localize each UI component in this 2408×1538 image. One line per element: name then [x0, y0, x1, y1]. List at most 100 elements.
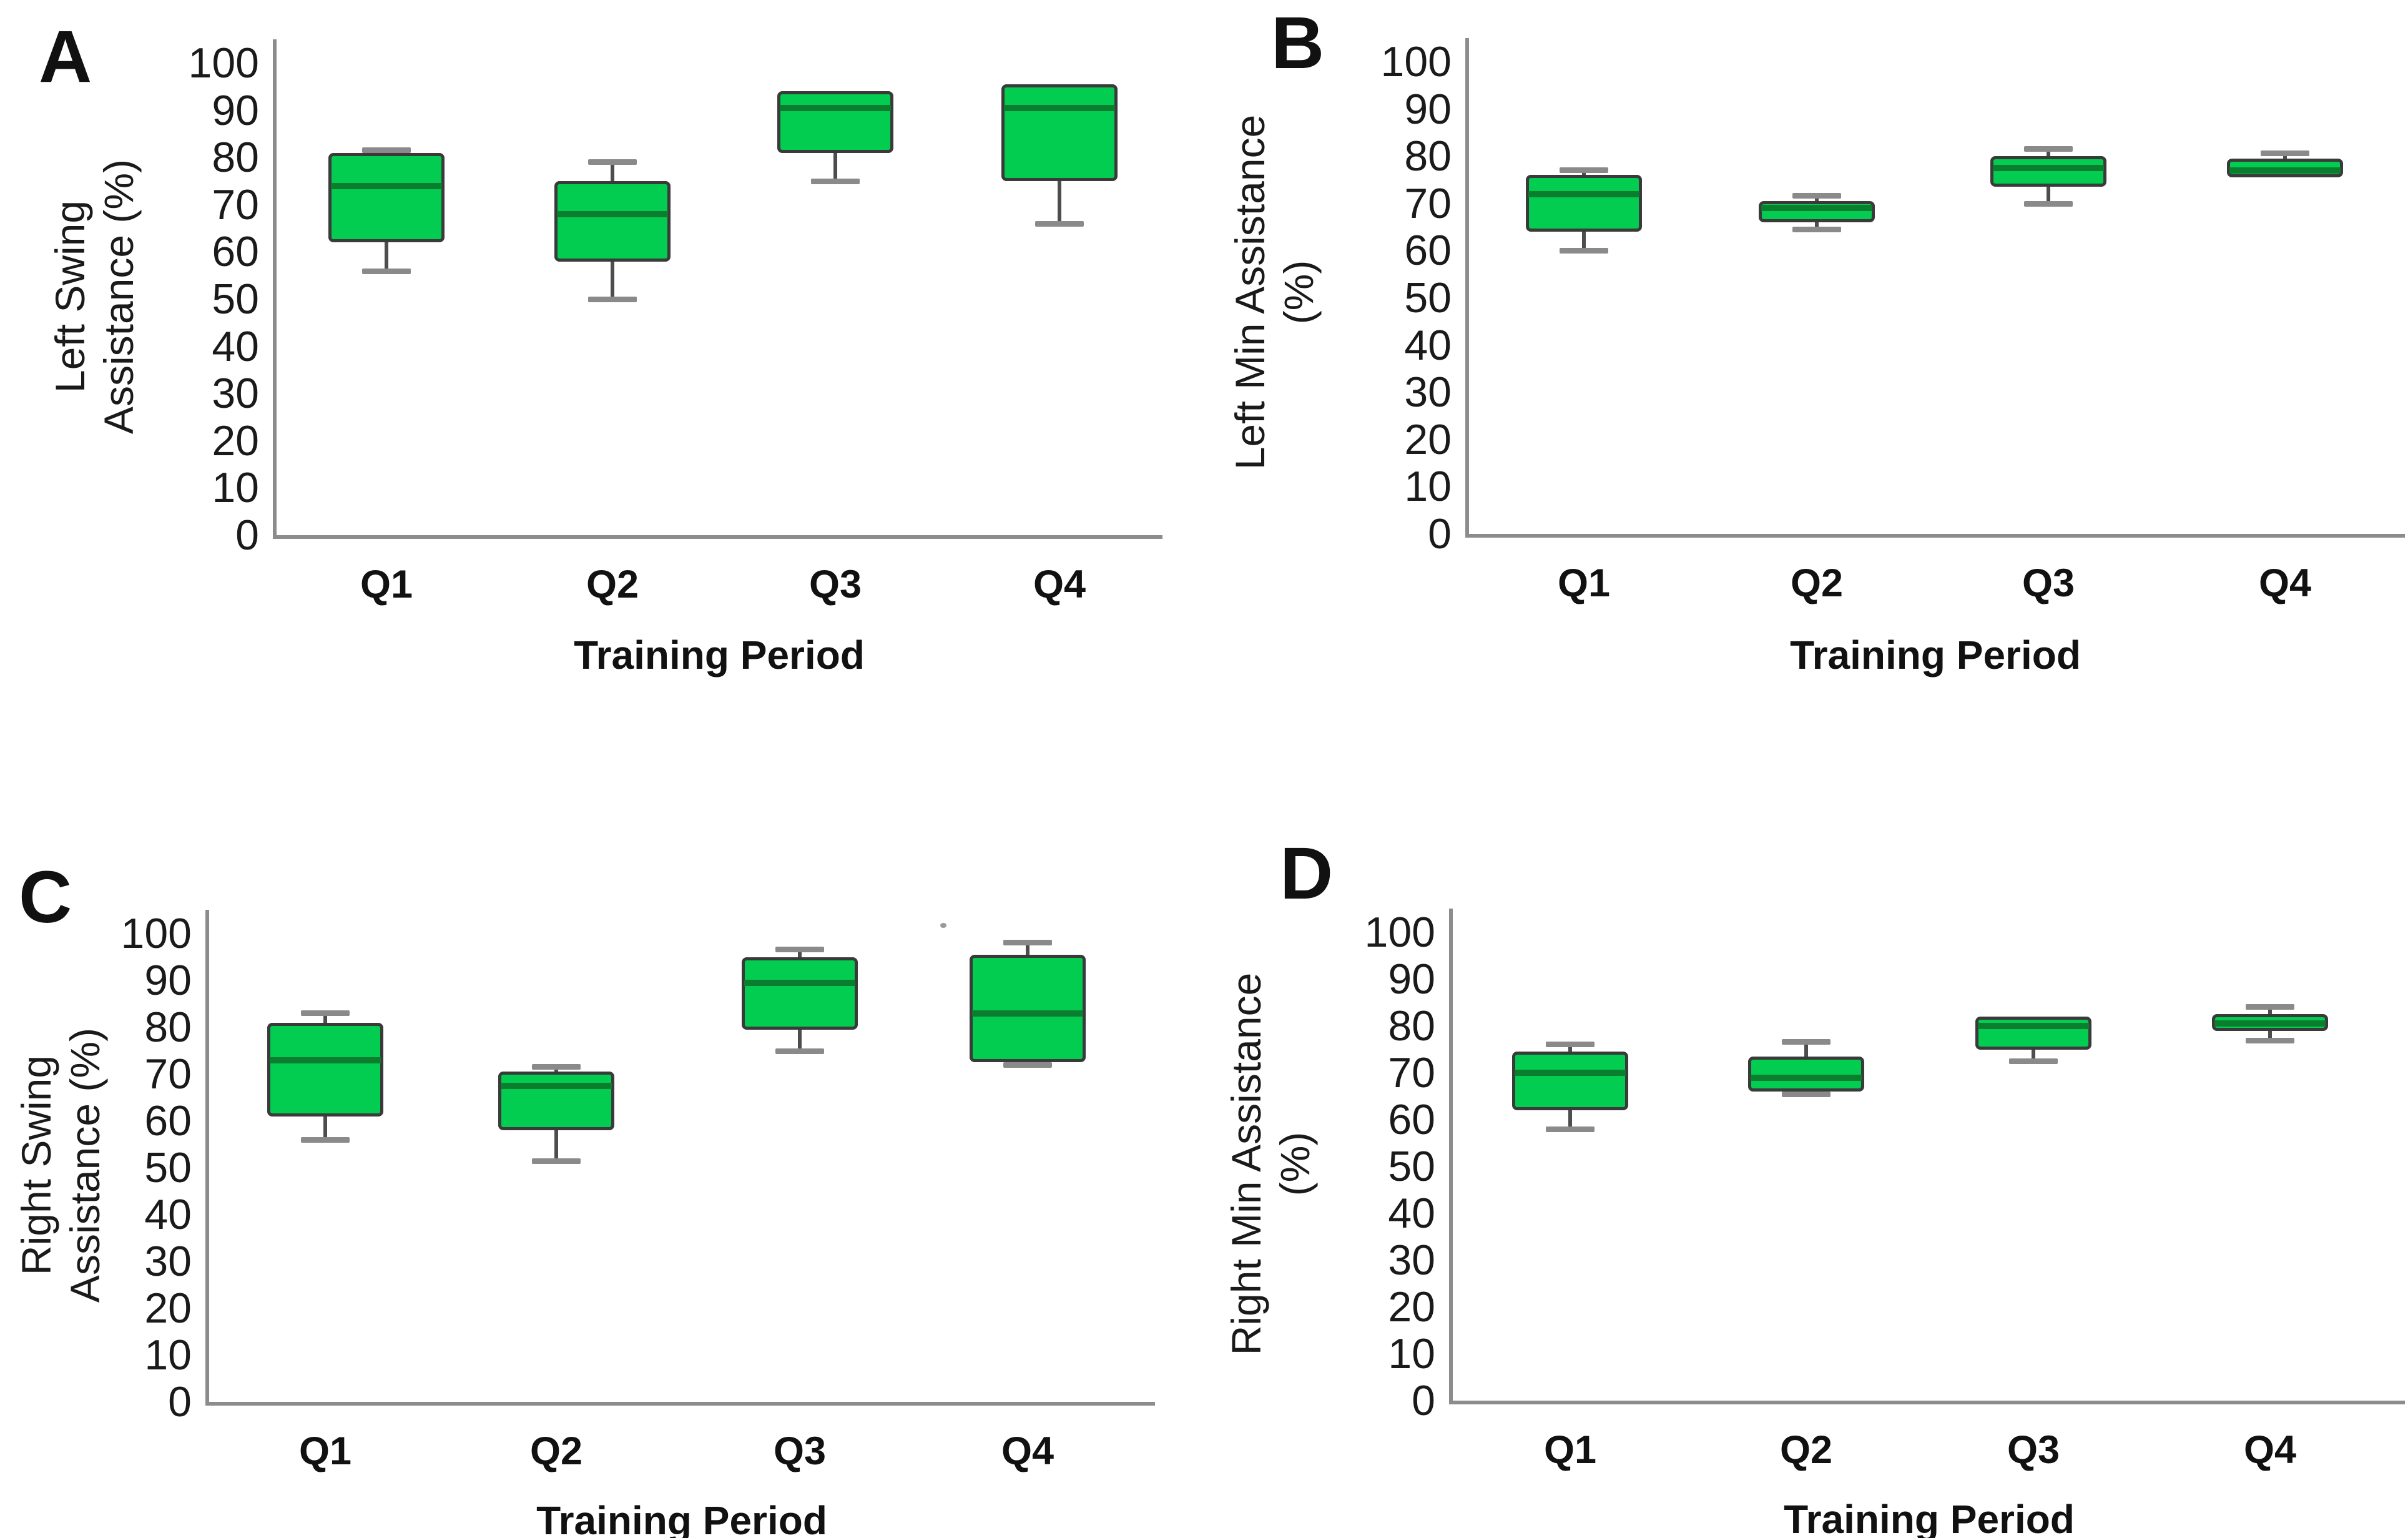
y-tick-label-b-90: 90 — [1404, 85, 1452, 133]
lower-whisker-cap-c-q3 — [775, 1048, 824, 1054]
upper-whisker-cap-b-q1 — [1560, 167, 1608, 173]
lower-whisker-stem-c-q3 — [798, 1029, 802, 1051]
lower-whisker-stem-d-q3 — [2032, 1049, 2035, 1062]
upper-whisker-stem-a-q2 — [611, 162, 614, 181]
x-tick-label-a-q1: Q1 — [360, 563, 413, 606]
y-tick-label-c-80: 80 — [144, 1003, 192, 1051]
upper-whisker-stem-c-q3 — [798, 950, 802, 957]
median-line-a-q2 — [557, 210, 668, 217]
lower-whisker-cap-d-q3 — [2009, 1058, 2058, 1065]
panel-letter-d: D — [1280, 832, 1334, 915]
lower-whisker-cap-c-q4 — [1003, 1062, 1052, 1068]
median-line-a-q3 — [780, 104, 891, 111]
y-tick-label-a-80: 80 — [212, 134, 259, 182]
y-tick-label-c-10: 10 — [144, 1331, 192, 1379]
y-tick-label-c-70: 70 — [144, 1050, 192, 1098]
y-tick-label-b-10: 10 — [1404, 463, 1452, 511]
lower-whisker-stem-b-q2 — [1815, 222, 1819, 230]
y-tick-label-d-40: 40 — [1388, 1190, 1435, 1237]
upper-whisker-stem-c-q1 — [323, 1013, 327, 1023]
upper-whisker-cap-c-q3 — [775, 947, 824, 953]
upper-whisker-cap-b-q3 — [2024, 145, 2073, 152]
box-b-q2 — [1759, 201, 1875, 223]
y-tick-label-c-20: 20 — [144, 1284, 192, 1332]
box-c-q1 — [267, 1022, 383, 1117]
upper-whisker-stem-d-q2 — [1804, 1042, 1808, 1057]
box-c-q2 — [498, 1072, 614, 1130]
panel-letter-a: A — [39, 16, 92, 98]
upper-whisker-cap-d-q4 — [2246, 1004, 2294, 1010]
lower-whisker-cap-b-q2 — [1792, 227, 1841, 233]
y-tick-label-a-90: 90 — [212, 86, 259, 134]
upper-whisker-cap-c-q1 — [301, 1010, 350, 1016]
y-tick-label-b-50: 50 — [1404, 274, 1452, 322]
median-line-b-q2 — [1761, 205, 1872, 212]
panel-letter-b: B — [1271, 2, 1325, 84]
lower-whisker-cap-d-q1 — [1546, 1126, 1595, 1132]
upper-whisker-stem-c-q4 — [1026, 943, 1030, 955]
x-tick-label-a-q4: Q4 — [1033, 563, 1086, 606]
lower-whisker-stem-c-q1 — [323, 1116, 327, 1140]
upper-whisker-cap-a-q2 — [588, 159, 637, 165]
y-axis-title-d-line1: Right Min Assistance — [1223, 972, 1270, 1356]
y-tick-label-c-0: 0 — [168, 1378, 192, 1426]
x-tick-label-c-q1: Q1 — [298, 1429, 352, 1473]
y-tick-label-a-10: 10 — [212, 464, 259, 512]
median-line-d-q1 — [1515, 1070, 1626, 1076]
x-tick-label-b-q3: Q3 — [2022, 561, 2075, 605]
y-tick-label-a-60: 60 — [212, 228, 259, 276]
x-axis-title-a: Training Period — [574, 633, 865, 678]
x-axis-line-a — [273, 535, 1162, 539]
lower-whisker-cap-c-q2 — [532, 1158, 581, 1164]
y-tick-label-a-40: 40 — [212, 322, 259, 370]
lower-whisker-cap-b-q1 — [1560, 248, 1608, 254]
y-tick-label-a-100: 100 — [188, 39, 259, 87]
upper-whisker-cap-b-q4 — [2261, 150, 2309, 157]
y-tick-label-c-100: 100 — [120, 910, 192, 957]
y-tick-label-d-90: 90 — [1388, 955, 1435, 1003]
x-tick-label-b-q1: Q1 — [1557, 561, 1611, 605]
y-tick-label-d-30: 30 — [1388, 1236, 1435, 1284]
y-tick-label-b-30: 30 — [1404, 368, 1452, 417]
box-b-q3 — [1990, 156, 2106, 187]
box-a-q3 — [777, 91, 893, 153]
upper-whisker-cap-c-q4 — [1003, 940, 1052, 945]
box-c-q3 — [742, 957, 858, 1030]
x-tick-label-c-q4: Q4 — [1001, 1429, 1054, 1473]
box-d-q2 — [1748, 1056, 1864, 1092]
box-a-q2 — [554, 181, 671, 262]
lower-whisker-cap-c-q1 — [301, 1137, 350, 1143]
median-line-c-q3 — [744, 979, 855, 986]
lower-whisker-stem-a-q1 — [385, 242, 388, 271]
upper-whisker-cap-b-q2 — [1792, 193, 1841, 199]
box-a-q4 — [1001, 84, 1118, 181]
box-d-q1 — [1512, 1052, 1628, 1110]
lower-whisker-cap-a-q3 — [811, 179, 860, 184]
upper-whisker-cap-a-q1 — [362, 147, 411, 153]
lower-whisker-cap-a-q1 — [362, 268, 411, 274]
y-tick-label-b-60: 60 — [1404, 227, 1452, 275]
x-tick-label-d-q1: Q1 — [1543, 1428, 1597, 1472]
y-tick-label-d-50: 50 — [1388, 1143, 1435, 1190]
y-tick-label-b-100: 100 — [1380, 38, 1452, 86]
median-line-d-q4 — [2214, 1020, 2326, 1027]
y-axis-title-a-line1: Left Swing — [47, 200, 94, 393]
x-axis-title-c: Training Period — [536, 1498, 827, 1538]
x-tick-label-b-q4: Q4 — [2258, 561, 2312, 605]
box-c-q4 — [970, 954, 1086, 1063]
x-tick-label-a-q2: Q2 — [586, 563, 639, 606]
y-tick-label-d-70: 70 — [1388, 1049, 1435, 1097]
median-line-c-q4 — [972, 1010, 1083, 1017]
lower-whisker-stem-a-q4 — [1058, 181, 1061, 224]
y-axis-line-d — [1449, 909, 1453, 1404]
lower-whisker-cap-a-q4 — [1035, 221, 1084, 227]
y-tick-label-c-40: 40 — [144, 1191, 192, 1238]
upper-whisker-stem-d-q4 — [2268, 1007, 2272, 1015]
x-axis-title-d: Training Period — [1784, 1497, 2075, 1538]
lower-whisker-stem-c-q2 — [554, 1130, 558, 1161]
lower-whisker-stem-a-q3 — [833, 152, 837, 181]
lower-whisker-cap-d-q4 — [2246, 1037, 2294, 1043]
x-axis-title-b: Training Period — [1790, 633, 2081, 678]
lower-whisker-stem-a-q2 — [611, 261, 614, 299]
upper-whisker-cap-c-q2 — [532, 1063, 581, 1070]
